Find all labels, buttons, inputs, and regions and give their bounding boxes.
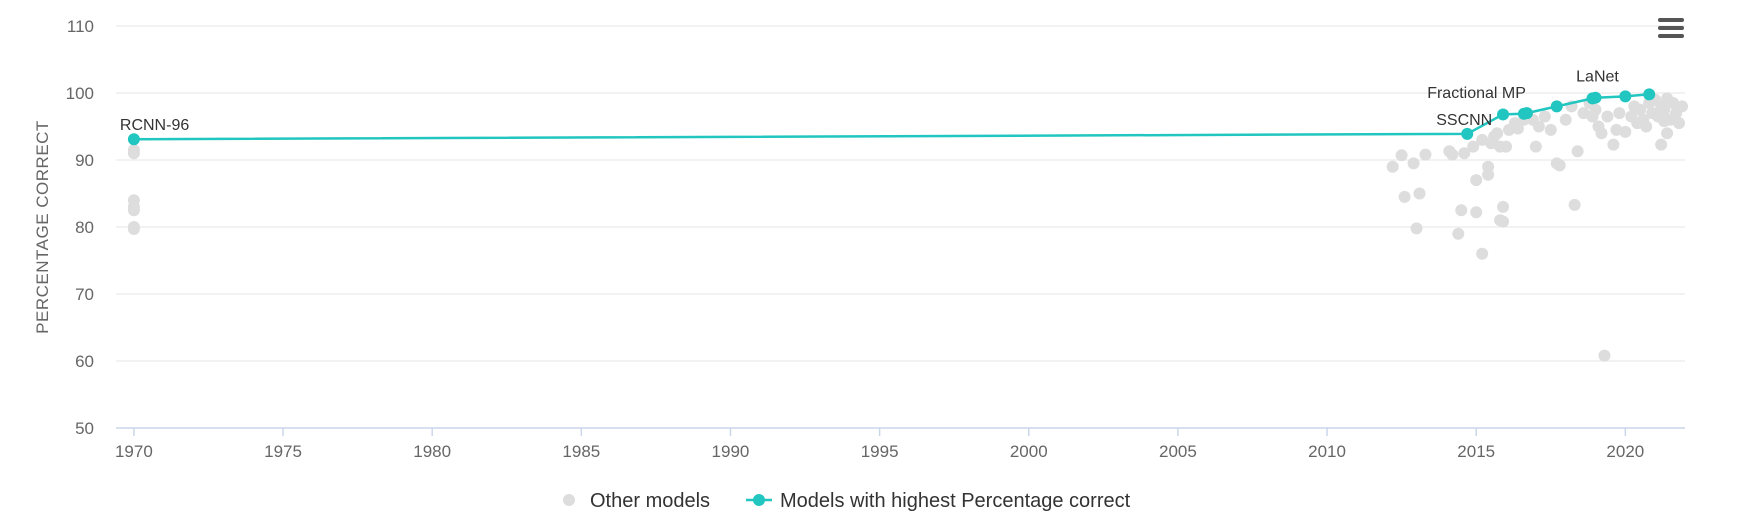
x-tick-label: 1970 <box>115 442 153 461</box>
x-tick-label: 1995 <box>861 442 899 461</box>
other-model-point[interactable] <box>1568 198 1581 211</box>
other-model-point[interactable] <box>1410 222 1423 235</box>
x-tick-label: 1980 <box>413 442 451 461</box>
point-label: LaNet <box>1576 69 1619 86</box>
point-labels: RCNN-96 SSCNN Fractional MP LaNet <box>120 69 1620 135</box>
best-model-point[interactable] <box>1550 100 1563 113</box>
x-tick-label: 1985 <box>562 442 600 461</box>
other-model-point[interactable] <box>1458 147 1471 160</box>
x-tick-label: 1990 <box>712 442 750 461</box>
other-models-series <box>127 92 1689 362</box>
other-model-point[interactable] <box>1470 174 1483 187</box>
other-model-point[interactable] <box>1413 187 1426 200</box>
x-tick-label: 2010 <box>1308 442 1346 461</box>
legend-label-other: Other models <box>590 490 710 512</box>
point-label: Fractional MP <box>1427 85 1526 102</box>
other-model-point[interactable] <box>1497 200 1510 213</box>
legend: Other models Models with highest Percent… <box>563 490 1131 512</box>
other-model-point[interactable] <box>1491 127 1504 140</box>
other-model-point[interactable] <box>1655 138 1668 151</box>
other-model-point[interactable] <box>1598 349 1611 362</box>
best-models-line <box>133 93 1650 141</box>
grid-lines <box>116 25 1685 429</box>
other-model-point[interactable] <box>1482 168 1495 181</box>
other-model-point[interactable] <box>1452 227 1465 240</box>
other-model-point[interactable] <box>127 204 140 217</box>
other-model-point[interactable] <box>1467 140 1480 153</box>
best-model-point[interactable] <box>1589 91 1602 104</box>
hamburger-menu-icon[interactable] <box>1654 12 1688 44</box>
other-model-point[interactable] <box>1559 113 1572 126</box>
best-model-point[interactable] <box>1643 88 1656 101</box>
x-tick-labels: 1970 1975 1980 1985 1990 1995 2000 2005 2010 2015… <box>115 428 1644 461</box>
x-tick-label: 2005 <box>1159 442 1197 461</box>
best-models-series <box>127 88 1656 146</box>
best-model-point[interactable] <box>1497 108 1510 121</box>
x-tick-label: 2020 <box>1606 442 1644 461</box>
x-tick-label: 2015 <box>1457 442 1495 461</box>
other-model-point[interactable] <box>1476 247 1489 260</box>
other-model-point[interactable] <box>1446 148 1459 161</box>
other-model-point[interactable] <box>1407 157 1420 170</box>
other-model-point[interactable] <box>1386 160 1399 173</box>
other-model-point[interactable] <box>1532 120 1545 133</box>
other-model-point[interactable] <box>1500 140 1513 153</box>
other-model-point[interactable] <box>1607 138 1620 151</box>
best-model-point[interactable] <box>127 133 140 146</box>
other-model-point[interactable] <box>1553 159 1566 172</box>
y-tick-label: 70 <box>75 285 94 304</box>
other-model-point[interactable] <box>1658 103 1671 116</box>
y-axis-title: PERCENTAGE CORRECT <box>33 120 52 334</box>
y-tick-label: 50 <box>75 419 94 438</box>
legend-marker-best <box>753 494 765 506</box>
other-model-point[interactable] <box>1676 100 1689 113</box>
other-model-point[interactable] <box>1595 127 1608 140</box>
other-model-point[interactable] <box>1398 190 1411 203</box>
y-tick-label: 90 <box>75 151 94 170</box>
y-tick-labels: 50 60 70 80 90 100 110 <box>66 17 94 438</box>
legend-item-other-models[interactable]: Other models <box>563 490 710 512</box>
x-tick-label: 1975 <box>264 442 302 461</box>
other-model-point[interactable] <box>1571 145 1584 158</box>
other-model-point[interactable] <box>127 223 140 236</box>
y-tick-label: 100 <box>66 84 94 103</box>
best-model-point[interactable] <box>1461 127 1474 140</box>
other-model-point[interactable] <box>1673 117 1686 130</box>
other-model-point[interactable] <box>1419 148 1432 161</box>
other-model-point[interactable] <box>1601 110 1614 123</box>
other-model-point[interactable] <box>1661 127 1674 140</box>
legend-label-best: Models with highest Percentage correct <box>780 490 1131 512</box>
other-model-point[interactable] <box>1613 107 1626 120</box>
other-model-point[interactable] <box>1455 204 1468 217</box>
best-model-point[interactable] <box>1619 90 1632 103</box>
point-label: SSCNN <box>1436 112 1492 129</box>
point-label: RCNN-96 <box>120 117 189 134</box>
other-model-point[interactable] <box>1544 123 1557 136</box>
legend-item-best-models[interactable]: Models with highest Percentage correct <box>746 490 1131 512</box>
other-model-point[interactable] <box>1589 103 1602 116</box>
other-model-point[interactable] <box>1497 215 1510 228</box>
y-tick-label: 110 <box>67 17 94 36</box>
other-model-point[interactable] <box>1610 123 1623 136</box>
other-model-point[interactable] <box>1619 125 1632 138</box>
other-model-point[interactable] <box>127 147 140 160</box>
best-model-point[interactable] <box>1520 107 1533 120</box>
other-model-point[interactable] <box>1511 122 1524 135</box>
y-tick-label: 80 <box>75 218 94 237</box>
x-tick-label: 2000 <box>1010 442 1048 461</box>
other-model-point[interactable] <box>1538 110 1551 123</box>
legend-marker-other <box>563 494 575 506</box>
other-model-point[interactable] <box>1634 103 1647 116</box>
other-model-point[interactable] <box>1640 120 1653 133</box>
other-model-point[interactable] <box>1470 206 1483 219</box>
other-model-point[interactable] <box>1395 149 1408 162</box>
other-model-point[interactable] <box>1529 140 1542 153</box>
y-tick-label: 60 <box>75 352 94 371</box>
